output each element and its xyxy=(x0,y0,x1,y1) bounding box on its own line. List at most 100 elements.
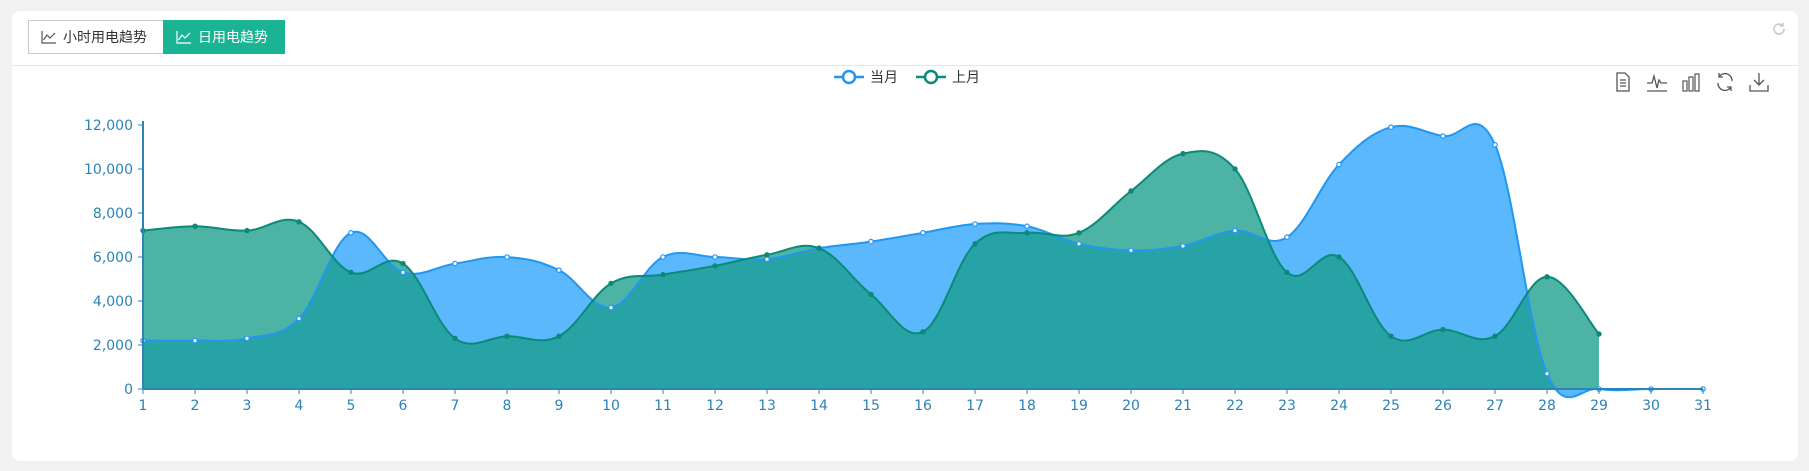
line-chart-icon xyxy=(41,31,56,44)
chart-legend: 当月 上月 xyxy=(834,67,980,87)
x-tick-label: 10 xyxy=(602,398,620,414)
point-previous xyxy=(1440,326,1446,333)
point-previous xyxy=(1024,230,1030,236)
chart-toolbox xyxy=(1612,71,1770,93)
x-tick-label: 6 xyxy=(399,398,408,414)
x-tick-label: 23 xyxy=(1278,398,1296,414)
point-current xyxy=(1128,247,1134,254)
y-tick-label: 2,000 xyxy=(93,338,133,354)
point-current xyxy=(296,315,302,322)
x-tick-label: 20 xyxy=(1122,398,1140,414)
x-tick-label: 28 xyxy=(1538,398,1556,414)
point-current xyxy=(660,254,666,260)
legend-marker-current xyxy=(834,69,864,85)
point-current xyxy=(868,238,874,245)
tab-bar: 小时用电趋势 日用电趋势 xyxy=(12,11,1798,66)
point-current xyxy=(1024,223,1030,230)
point-previous xyxy=(1544,274,1550,280)
legend-label-previous: 上月 xyxy=(952,70,980,86)
area-previous xyxy=(143,151,1599,389)
point-previous xyxy=(1232,166,1238,172)
point-previous xyxy=(1336,254,1342,260)
x-tick-label: 16 xyxy=(914,398,932,414)
point-current xyxy=(400,269,406,276)
y-tick-label: 10,000 xyxy=(84,162,133,178)
bar-chart-icon[interactable] xyxy=(1680,71,1702,93)
point-previous xyxy=(816,245,822,251)
y-tick-label: 8,000 xyxy=(93,206,133,222)
point-current xyxy=(712,254,718,260)
data-view-icon[interactable] xyxy=(1612,71,1634,93)
point-current xyxy=(1388,124,1394,131)
x-tick-label: 22 xyxy=(1226,398,1244,414)
y-tick-label: 0 xyxy=(124,382,133,398)
x-tick-label: 3 xyxy=(243,398,252,414)
x-tick-label: 19 xyxy=(1070,398,1088,414)
point-previous xyxy=(1388,333,1394,339)
x-tick-label: 11 xyxy=(654,398,672,414)
point-previous xyxy=(712,263,718,269)
point-current xyxy=(504,254,510,260)
point-current xyxy=(1232,227,1238,234)
line-chart-icon xyxy=(176,31,191,44)
point-previous xyxy=(244,227,250,234)
tab-hourly-label: 小时用电趋势 xyxy=(63,30,147,46)
restore-icon[interactable] xyxy=(1714,71,1736,93)
x-tick-label: 8 xyxy=(503,398,512,414)
point-current xyxy=(348,230,354,236)
point-previous xyxy=(348,269,354,276)
point-current xyxy=(1492,142,1498,148)
legend-marker-previous xyxy=(916,69,946,85)
x-tick-label: 15 xyxy=(862,398,880,414)
point-previous xyxy=(400,260,406,267)
point-previous xyxy=(972,241,978,247)
point-previous xyxy=(1596,331,1602,337)
point-current xyxy=(920,230,926,236)
point-previous xyxy=(920,329,926,335)
point-current xyxy=(1336,161,1342,168)
point-previous xyxy=(868,291,874,298)
point-current xyxy=(452,260,458,267)
line-chart-icon[interactable] xyxy=(1646,71,1668,93)
point-previous xyxy=(660,271,666,278)
x-tick-label: 27 xyxy=(1486,398,1504,414)
point-current xyxy=(244,335,250,342)
x-tick-label: 18 xyxy=(1018,398,1036,414)
x-tick-label: 4 xyxy=(295,398,304,414)
point-current xyxy=(1544,370,1550,377)
x-tick-label: 25 xyxy=(1382,398,1400,414)
x-tick-label: 31 xyxy=(1694,398,1712,414)
x-tick-label: 13 xyxy=(758,398,776,414)
legend-item-previous[interactable]: 上月 xyxy=(916,67,980,87)
point-previous xyxy=(608,280,614,287)
point-previous xyxy=(452,335,458,342)
save-image-icon[interactable] xyxy=(1748,71,1770,93)
point-previous xyxy=(764,252,770,258)
x-tick-label: 7 xyxy=(451,398,460,414)
point-previous xyxy=(556,333,562,339)
point-current xyxy=(764,256,770,263)
point-current xyxy=(556,267,562,274)
legend-item-current[interactable]: 当月 xyxy=(834,67,898,87)
refresh-icon[interactable] xyxy=(1770,20,1788,38)
point-current xyxy=(972,221,978,227)
legend-label-current: 当月 xyxy=(870,70,898,86)
point-current xyxy=(1284,234,1290,241)
tab-daily-trend[interactable]: 日用电趋势 xyxy=(163,20,285,54)
y-tick-label: 12,000 xyxy=(84,118,133,134)
x-tick-label: 1 xyxy=(139,398,148,414)
x-tick-label: 24 xyxy=(1330,398,1348,414)
chart-card: 小时用电趋势 日用电趋势 0 2,000 4,000 6,000 8,000 10,000… xyxy=(12,11,1798,461)
x-tick-label: 26 xyxy=(1434,398,1452,414)
point-previous xyxy=(192,223,198,229)
x-tick-label: 30 xyxy=(1642,398,1660,414)
point-previous xyxy=(1128,188,1134,194)
x-tick-label: 12 xyxy=(706,398,724,414)
point-current xyxy=(1180,243,1186,249)
point-current xyxy=(608,304,614,311)
point-current xyxy=(1440,133,1446,139)
point-previous xyxy=(296,219,302,225)
tab-hourly-trend[interactable]: 小时用电趋势 xyxy=(28,20,164,54)
x-tick-label: 9 xyxy=(555,398,564,414)
